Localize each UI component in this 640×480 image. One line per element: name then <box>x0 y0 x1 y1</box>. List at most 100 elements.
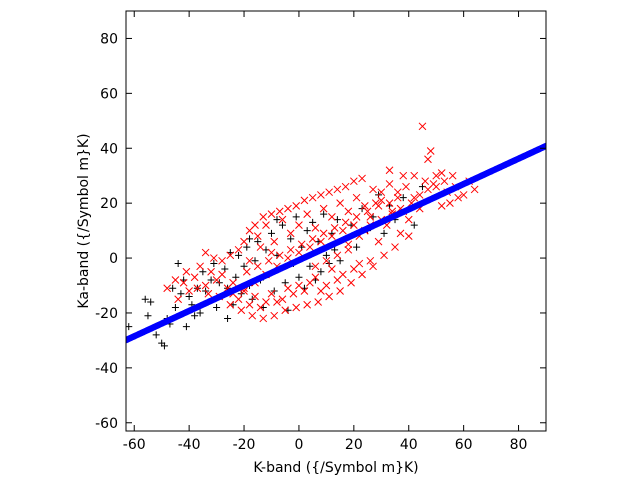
cross-point <box>317 287 325 295</box>
cross-point <box>226 300 235 309</box>
x-tick-label: -60 <box>123 437 146 453</box>
cross-point <box>328 213 336 221</box>
cross-point <box>256 243 265 251</box>
cross-point <box>163 284 172 293</box>
cross-point <box>209 254 218 262</box>
cross-point <box>377 196 386 205</box>
plus-point <box>160 342 168 350</box>
cross-point <box>308 234 317 243</box>
cross-point <box>295 248 303 257</box>
plus-point <box>410 221 418 229</box>
cross-point <box>278 215 287 224</box>
cross-point <box>328 232 336 240</box>
cross-point <box>273 298 281 306</box>
cross-point <box>344 240 353 249</box>
x-tick-label: 40 <box>400 437 418 453</box>
cross-point <box>201 248 210 257</box>
plus-point <box>295 273 303 281</box>
plus-point <box>273 216 281 224</box>
cross-point <box>454 193 463 202</box>
cross-point <box>275 207 284 216</box>
x-tick-label: 20 <box>345 437 363 453</box>
cross-point <box>267 210 276 218</box>
plus-point <box>191 312 199 320</box>
cross-point <box>341 218 350 227</box>
plus-point <box>185 292 193 300</box>
cross-point <box>245 256 254 265</box>
cross-point <box>303 300 312 309</box>
cross-point <box>226 251 235 260</box>
cross-point <box>366 213 375 221</box>
x-tick-label: 0 <box>294 437 303 453</box>
cross-point <box>251 292 259 301</box>
cross-point <box>448 171 457 180</box>
cross-point <box>306 278 314 287</box>
cross-point <box>259 213 268 221</box>
cross-point <box>358 270 366 279</box>
cross-point <box>349 221 358 229</box>
cross-point <box>262 221 270 229</box>
cross-point <box>366 256 375 265</box>
cross-point <box>278 295 287 304</box>
cross-point <box>344 245 353 254</box>
cross-point <box>385 166 394 175</box>
cross-point <box>410 171 419 180</box>
cross-point <box>284 254 292 262</box>
cross-point <box>396 229 405 238</box>
plus-point <box>207 276 215 284</box>
cross-point <box>295 221 303 229</box>
cross-point <box>292 303 301 312</box>
cross-point <box>317 191 325 199</box>
cross-point <box>270 311 279 320</box>
cross-point <box>306 243 314 251</box>
cross-point <box>333 185 342 194</box>
cross-point <box>424 155 432 164</box>
plus-point <box>317 268 325 276</box>
plus-point <box>278 221 286 229</box>
plus-point <box>196 309 204 317</box>
cross-point <box>418 122 427 131</box>
cross-point <box>380 251 388 260</box>
plus-point <box>171 303 179 311</box>
cross-point <box>284 284 292 293</box>
plus-point <box>322 251 330 259</box>
plus-point <box>303 227 311 235</box>
cross-point <box>311 224 320 232</box>
plus-point <box>169 284 177 292</box>
cross-point <box>295 281 303 290</box>
cross-point <box>267 248 276 257</box>
plus-point <box>174 260 182 268</box>
cross-point <box>341 182 350 191</box>
cross-point <box>264 256 273 265</box>
cross-point <box>207 267 215 276</box>
cross-point <box>190 273 199 282</box>
cross-point <box>182 267 191 276</box>
x-tick-label: 60 <box>455 437 473 453</box>
cross-point <box>333 251 342 260</box>
plus-point <box>147 298 155 306</box>
cross-point <box>415 191 424 199</box>
cross-point <box>275 251 284 260</box>
cross-point <box>308 193 317 202</box>
cross-point <box>171 276 180 284</box>
y-tick-label: -40 <box>95 361 118 377</box>
cross-point <box>360 202 369 210</box>
cross-point <box>270 237 279 246</box>
cross-point <box>347 278 355 287</box>
plus-point <box>213 303 221 311</box>
cross-point <box>385 180 394 188</box>
cross-point <box>179 278 188 287</box>
cross-point <box>319 204 328 213</box>
plus-point <box>399 194 407 202</box>
cross-point <box>253 262 262 271</box>
cross-point <box>369 262 377 271</box>
plus-point <box>224 314 232 322</box>
plus-point <box>144 312 152 320</box>
cross-point <box>314 298 323 306</box>
cross-point <box>385 199 394 208</box>
cross-point <box>196 262 204 271</box>
cross-point <box>253 232 262 240</box>
y-tick-label: 80 <box>100 31 118 47</box>
cross-point <box>432 182 441 191</box>
